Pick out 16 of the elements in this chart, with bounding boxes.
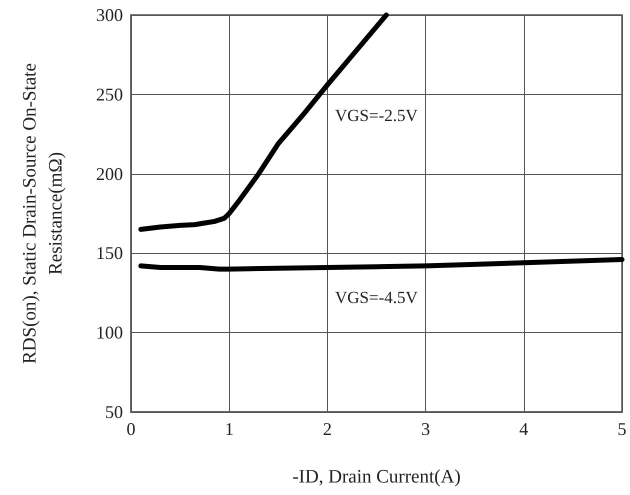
x-tick-label: 4 — [519, 419, 528, 439]
y-tick-label: 100 — [96, 322, 123, 343]
x-tick-label: 2 — [322, 419, 332, 439]
annotation: VGS=-4.5V — [335, 288, 419, 307]
x-tick-label: 5 — [618, 419, 626, 439]
annotation: VGS=-2.5V — [335, 106, 419, 125]
y-tick-label: 300 — [96, 5, 123, 25]
y-axis-title: RDS(on), Static Drain-Source On-State Resistance(mΩ) — [20, 63, 66, 364]
x-tick-label: 3 — [421, 419, 430, 439]
x-tick-label: 0 — [126, 419, 136, 439]
y-tick-label: 50 — [105, 402, 123, 422]
y-tick-label: 200 — [96, 164, 123, 184]
x-tick-label: 1 — [224, 419, 234, 439]
y-tick-label: 250 — [96, 84, 123, 104]
x-axis-title: -ID, Drain Current(A) — [292, 466, 461, 488]
y-tick-label: 150 — [96, 243, 123, 264]
